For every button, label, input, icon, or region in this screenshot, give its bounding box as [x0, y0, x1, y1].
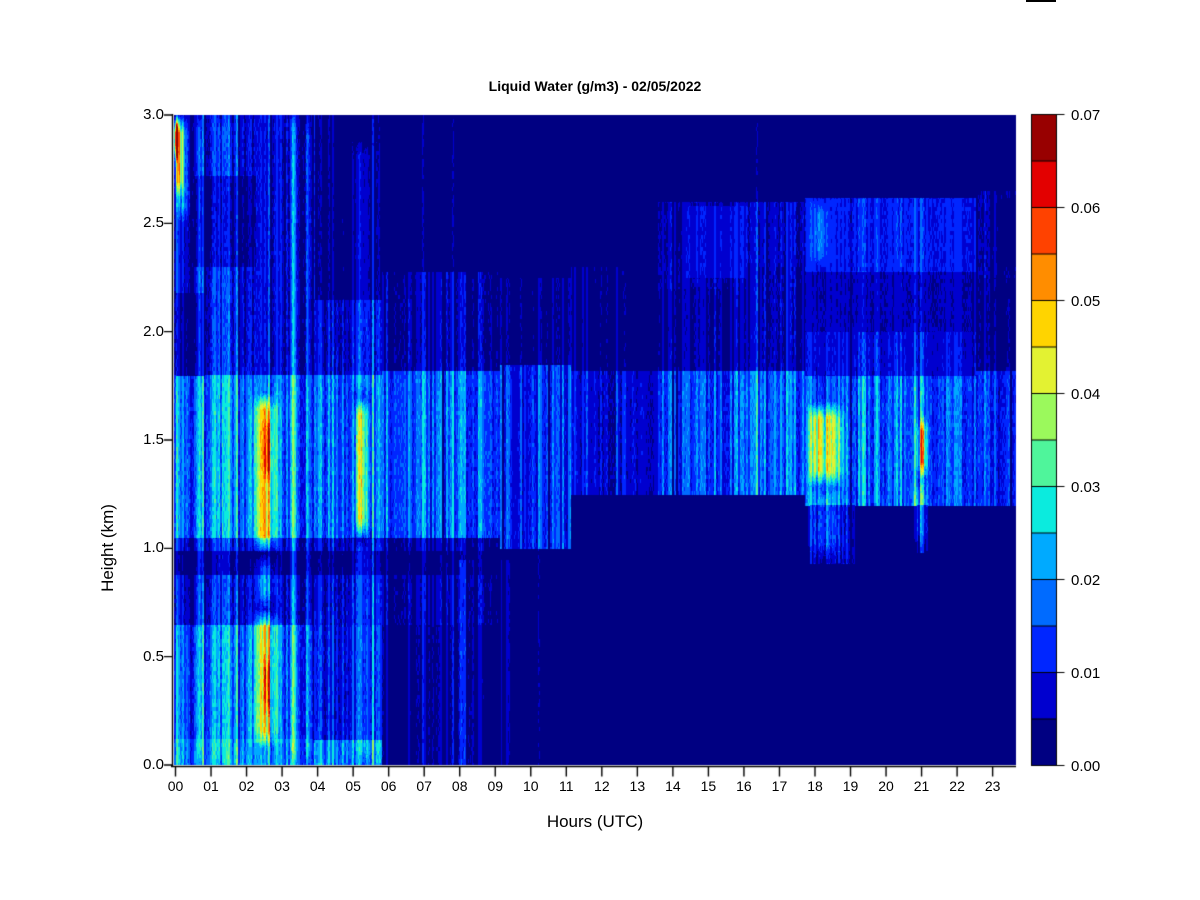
x-tick-label: 23: [984, 778, 1001, 794]
colorbar-tick-label: 0.05: [1071, 292, 1101, 310]
plot-title: Liquid Water (g/m3) - 02/05/2022: [488, 78, 702, 94]
x-tick-label: 00: [167, 778, 184, 794]
x-tick-label: 19: [842, 778, 859, 794]
y-axis-title: Height (km): [98, 504, 117, 592]
x-tick-label: 10: [522, 778, 539, 794]
colorbar-tick-label: 0.00: [1071, 757, 1101, 775]
x-tick-label: 16: [736, 778, 752, 794]
colorbar-tick-label: 0.07: [1071, 106, 1101, 124]
x-tick-label: 07: [416, 778, 432, 794]
x-tick-label: 18: [807, 778, 823, 794]
y-tick-label: 1.5: [143, 431, 164, 448]
colorbar-tick-label: 0.06: [1071, 199, 1101, 217]
y-tick-label: 3.0: [143, 106, 164, 123]
x-tick-label: 21: [913, 778, 930, 794]
x-tick-label: 05: [345, 778, 361, 794]
x-axis-title: Hours (UTC): [546, 812, 644, 831]
colorbar-tick-label: 0.04: [1071, 385, 1101, 403]
x-tick-label: 17: [771, 778, 788, 794]
colorbar-tick-label: 0.01: [1071, 664, 1101, 682]
y-tick-label: 1.0: [143, 539, 164, 557]
colorbar-tick-label: 0.03: [1071, 478, 1101, 496]
x-tick-label: 12: [594, 778, 610, 794]
x-tick-label: 14: [665, 778, 681, 794]
x-tick-label: 15: [700, 778, 717, 794]
x-tick-label: 11: [559, 778, 574, 794]
x-tick-label: 08: [451, 778, 468, 794]
y-tick-label: 2.5: [143, 214, 164, 232]
x-tick-label: 03: [274, 778, 290, 794]
x-tick-label: 20: [878, 778, 894, 794]
y-tick-label: 0.0: [143, 756, 164, 773]
x-tick-label: 22: [949, 778, 965, 794]
x-tick-label: 02: [238, 778, 255, 794]
colorbar-tick-label: 0.02: [1071, 571, 1101, 589]
x-tick-label: 06: [380, 778, 397, 794]
x-tick-label: 13: [629, 778, 646, 794]
y-tick-label: 2.0: [143, 322, 164, 340]
x-tick-label: 01: [203, 778, 219, 794]
y-tick-label: 0.5: [143, 647, 164, 665]
x-tick-label: 09: [487, 778, 504, 794]
top-edge-artifact: [1026, 0, 1056, 2]
x-tick-label: 04: [309, 778, 326, 794]
